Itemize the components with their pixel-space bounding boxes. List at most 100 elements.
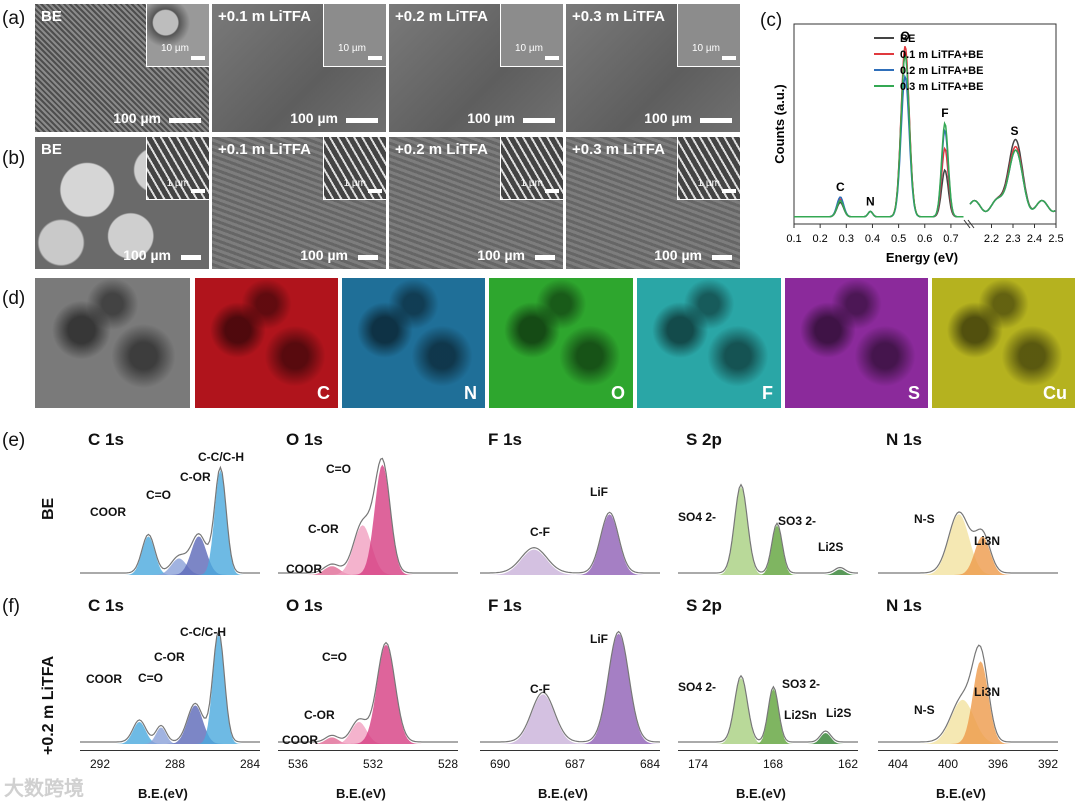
row-label-litfa: +0.2 m LiTFA: [40, 655, 57, 755]
xps-tick-label: 168: [763, 757, 784, 771]
xps-annotation: SO3 2-: [782, 677, 821, 691]
sem-scale-text: 100 µm: [113, 110, 161, 126]
xps-title-f: O 1s: [286, 596, 323, 615]
sem-a-01: +0.1 m LiTFA 10 µm 100 µm: [212, 4, 386, 132]
xps-annotation: C=O: [326, 462, 352, 476]
x-tick-label: 0.5: [891, 233, 906, 245]
sem-label: BE: [41, 8, 62, 25]
row-label-be: BE: [40, 497, 57, 520]
sem-inset: 10 µm: [500, 4, 563, 67]
watermark: 大数跨境: [4, 778, 84, 800]
xps-tick-label: 284: [240, 757, 261, 771]
sem-inset: 10 µm: [323, 4, 386, 67]
eds-map-F: F: [637, 278, 781, 408]
xps-spectrum-e: [678, 483, 858, 575]
xps-annotation: COOR: [282, 733, 318, 747]
xps-annotation: N-S: [914, 703, 935, 717]
xps-component-peak: [480, 514, 660, 575]
xps-annotation: Li2Sn: [784, 708, 817, 722]
xps-annotation: C=O: [138, 671, 164, 685]
sem-label: +0.3 m LiTFA: [572, 141, 665, 158]
xps-tick-label: 690: [490, 757, 511, 771]
xps-component-peak: [80, 633, 260, 744]
eds-map-element-label: O: [610, 383, 625, 403]
xps-annotation: C-F: [530, 525, 550, 539]
sem-label: +0.3 m LiTFA: [572, 8, 665, 25]
xps-component-peak: [80, 470, 260, 575]
xps-component-peak: [278, 464, 458, 575]
x-tick-label: 0.6: [917, 233, 932, 245]
xps-component-peak: [278, 566, 458, 575]
xps-axis-label: B.E.(eV): [538, 786, 588, 801]
xps-tick-label: 396: [988, 757, 1009, 771]
xps-tick-label: 528: [438, 757, 459, 771]
eds-map-element-label: F: [762, 383, 773, 403]
xps-envelope: [878, 644, 1058, 743]
series-line-left-3: [794, 54, 964, 218]
xps-component-peak: [80, 727, 260, 744]
xps-annotation: SO3 2-: [778, 514, 817, 528]
xps-component-peak: [80, 558, 260, 575]
xps-tick-label: 404: [888, 757, 909, 771]
xps-x-axis: [678, 750, 858, 751]
xps-tick-label: 532: [363, 757, 384, 771]
xps-component-peak: [878, 514, 1058, 575]
sem-label: BE: [41, 141, 62, 158]
legend-entry: 0.1 m LiTFA+BE: [900, 49, 983, 61]
sem-b-02: +0.2 m LiTFA 1 µm 100 µm: [389, 137, 563, 269]
xps-axis-label: B.E.(eV): [138, 786, 188, 801]
xps-x-axis: [480, 750, 660, 751]
xps-tick-label: 292: [90, 757, 111, 771]
xps-annotation: LiF: [590, 485, 608, 499]
xps-envelope: [678, 483, 858, 574]
sem-inset: 1 µm: [677, 137, 740, 200]
series-line-right-3: [969, 149, 1056, 213]
x-axis-label: Energy (eV): [886, 250, 958, 265]
xps-title-f: S 2p: [686, 596, 722, 615]
xps-spectrum-e: [878, 511, 1058, 575]
xps-component-peak: [278, 525, 458, 575]
peak-label-N: N: [866, 194, 875, 208]
sem-inset: 1 µm: [146, 137, 209, 200]
xps-annotation: Li2S: [826, 706, 852, 720]
xps-annotation: C-C/C-H: [198, 450, 244, 464]
xps-annotation: C-F: [530, 682, 550, 696]
sem-a-be: BE 10 µm 100 µm: [35, 4, 209, 132]
xps-axis-label: B.E.(eV): [936, 786, 986, 801]
xps-spectrum-f: [878, 644, 1058, 744]
xps-envelope: [80, 629, 260, 743]
xps-tick-label: 687: [565, 757, 586, 771]
peak-label-O: O: [900, 29, 909, 43]
xps-tick-label: 392: [1038, 757, 1059, 771]
sem-b-01: +0.1 m LiTFA 1 µm 100 µm: [212, 137, 386, 269]
xps-component-peak: [278, 644, 458, 744]
xps-envelope: [480, 630, 661, 743]
xps-component-peak: [678, 569, 858, 575]
sem-scale-text: 100 µm: [644, 110, 692, 126]
eds-map-C: C: [195, 278, 338, 408]
eds-spectrum-chart: 0.1 0.2 0.3 0.4 0.5 0.6 0.7 2.2 2.3 2.4 2.5 Energy …: [772, 23, 1064, 265]
panel-label-d: (d): [2, 288, 26, 309]
xps-spectrum-f: [678, 674, 858, 744]
sem-a-03: +0.3 m LiTFA 10 µm 100 µm: [566, 4, 740, 132]
xps-component-peak: [878, 661, 1058, 744]
xps-spectrum-e: [480, 511, 660, 575]
peak-label-C: C: [836, 180, 845, 194]
xps-title-f: C 1s: [88, 596, 124, 615]
xps-spectrum-f: [480, 630, 661, 744]
xps-tick-label: 684: [640, 757, 661, 771]
xps-annotation: LiF: [590, 632, 608, 646]
xps-envelope: [480, 511, 660, 574]
xps-annotation: N-S: [914, 512, 935, 526]
xps-annotation: COOR: [90, 505, 126, 519]
x-tick-label: 2.5: [1048, 233, 1063, 245]
sem-label: +0.2 m LiTFA: [395, 8, 488, 25]
sem-scale-text: 100 µm: [300, 247, 348, 263]
xps-annotation: Li3N: [974, 534, 1001, 548]
sem-inset: 10 µm: [146, 4, 209, 67]
xps-spectrum-f: [80, 629, 260, 744]
xps-annotation: C-OR: [154, 650, 185, 664]
xps-component-peak: [480, 633, 660, 744]
xps-envelope: [80, 465, 260, 574]
xps-spectrum-e: [278, 457, 458, 575]
